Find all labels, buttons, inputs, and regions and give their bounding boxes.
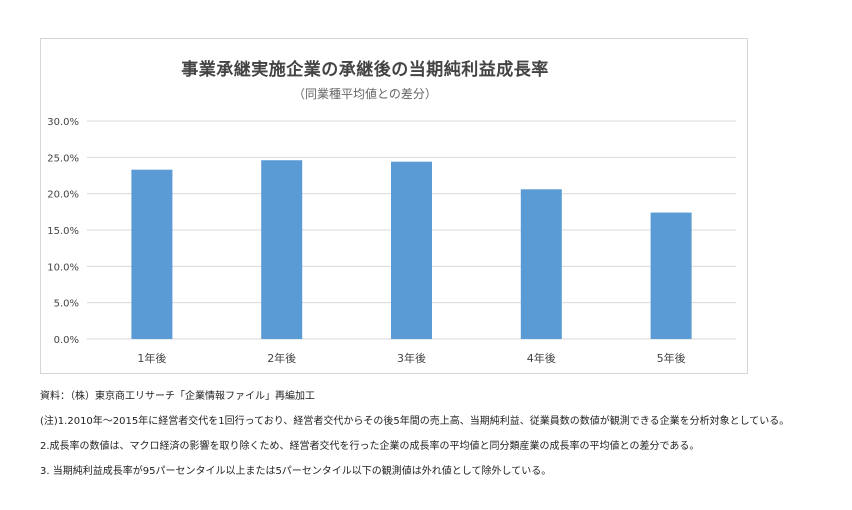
x-tick-label: 3年後 (397, 351, 426, 365)
bar-1 (131, 169, 173, 339)
x-tick-label: 4年後 (527, 351, 556, 365)
y-tick-label: 0.0% (54, 335, 79, 346)
x-tick-label: 2年後 (267, 351, 296, 365)
y-tick-label: 30.0% (47, 117, 79, 128)
bar-4 (520, 189, 562, 339)
x-tick-label: 5年後 (657, 351, 686, 365)
bar-5 (650, 212, 692, 339)
note-source: 資料：（株）東京商工リサーチ「企業情報ファイル」再編加工 (40, 391, 315, 402)
note-3: 3. 当期純利益成長率が95パーセンタイル以上または5パーセンタイル以下の観測値… (40, 466, 552, 477)
bar-2 (261, 160, 303, 339)
chart-subtitle: （同業種平均値との差分） (293, 87, 437, 101)
notes: 資料：（株）東京商工リサーチ「企業情報ファイル」再編加工 (注)1.2010年～… (40, 384, 840, 484)
bar-3 (391, 161, 432, 339)
note-1: (注)1.2010年～2015年に経営者交代を1回行っており、経営者交代からその… (40, 416, 790, 427)
bar-chart: 0.0% 5.0% 10.0% 15.0% 20.0% 25.0% 30.0% 1年後 2年後 3… (47, 117, 736, 365)
chart-title: 事業承継実施企業の承継後の当期純利益成長率 (181, 60, 549, 80)
x-tick-label: 1年後 (137, 351, 166, 365)
y-tick-label: 15.0% (47, 226, 79, 237)
note-2: 2.成長率の数値は、マクロ経済の影響を取り除くため、経営者交代を行った企業の成長… (40, 441, 700, 452)
y-tick-label: 10.0% (47, 262, 79, 273)
y-tick-label: 5.0% (54, 299, 79, 310)
y-tick-label: 20.0% (47, 190, 79, 201)
chart-frame: 事業承継実施企業の承継後の当期純利益成長率 （同業種平均値との差分） 0.0% 5… (40, 38, 748, 374)
y-tick-label: 25.0% (47, 153, 79, 164)
